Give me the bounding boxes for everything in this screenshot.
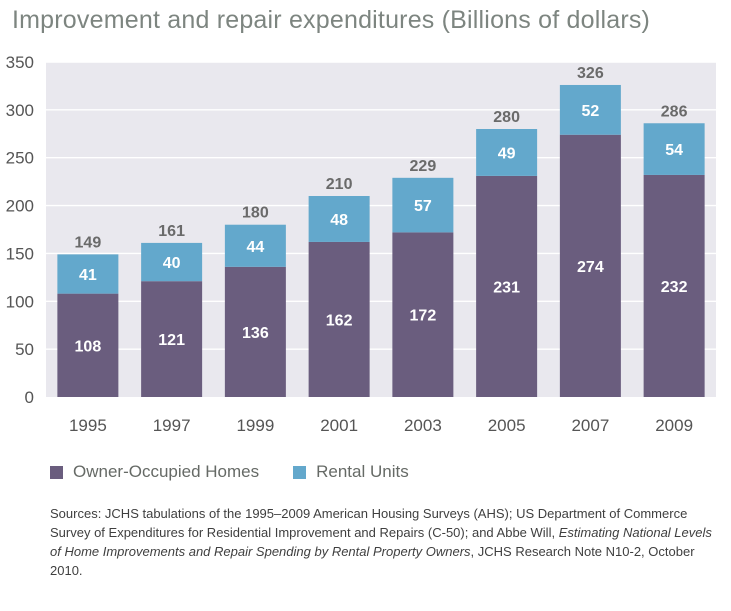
x-tick-label-2009: 2009 bbox=[655, 416, 693, 435]
sources-text-end: , JCHS Research Note N10-2, October 2010… bbox=[50, 544, 695, 578]
bar-rental-2001 bbox=[308, 196, 370, 242]
y-tick-label-200: 200 bbox=[6, 197, 34, 216]
legend: Owner-Occupied Homes Rental Units bbox=[50, 462, 443, 482]
bar-rental-2003 bbox=[392, 177, 454, 233]
bar-owner-2009 bbox=[643, 174, 705, 397]
x-axis: 1995 1997 1999 2001 2003 2005 2007 2009 bbox=[69, 416, 693, 435]
x-tick-label-1999: 1999 bbox=[236, 416, 274, 435]
x-tick-label-2003: 2003 bbox=[404, 416, 442, 435]
value-label-rental-2005: 49 bbox=[498, 145, 516, 162]
y-tick-label-0: 0 bbox=[25, 388, 34, 407]
value-label-owner-1997: 121 bbox=[158, 332, 185, 349]
value-label-rental-1999: 44 bbox=[246, 239, 264, 256]
sources-italic-title: Estimating National Levels of Home Impro… bbox=[50, 525, 712, 559]
bar-rental-1995 bbox=[57, 254, 119, 294]
bars: 108 41 149 121 40 161 136 44 180 162 48 210 172 57 229… bbox=[57, 65, 705, 397]
y-tick-label-350: 350 bbox=[6, 53, 34, 72]
x-tick-label-1997: 1997 bbox=[153, 416, 191, 435]
y-tick-label-150: 150 bbox=[6, 244, 34, 263]
y-tick-label-100: 100 bbox=[6, 292, 34, 311]
legend-swatch-owner bbox=[50, 465, 63, 479]
value-label-rental-2007: 52 bbox=[581, 103, 599, 120]
bar-rental-2009 bbox=[643, 123, 705, 175]
total-label-2007: 326 bbox=[577, 65, 604, 82]
bar-owner-1997 bbox=[141, 281, 203, 397]
bar-rental-2007 bbox=[559, 84, 621, 135]
value-label-rental-2003: 57 bbox=[414, 198, 432, 215]
x-tick-label-2001: 2001 bbox=[320, 416, 358, 435]
y-tick-label-250: 250 bbox=[6, 149, 34, 168]
value-label-rental-2009: 54 bbox=[665, 142, 683, 159]
sources-text: Sources: JCHS tabulations of the 1995–20… bbox=[50, 506, 688, 540]
sources-note: Sources: JCHS tabulations of the 1995–20… bbox=[50, 504, 715, 580]
total-label-2005: 280 bbox=[493, 109, 520, 126]
total-label-2003: 229 bbox=[410, 158, 437, 175]
total-label-1997: 161 bbox=[158, 223, 185, 240]
bar-owner-2005 bbox=[476, 175, 538, 397]
total-label-2001: 210 bbox=[326, 176, 353, 193]
value-label-owner-2009: 232 bbox=[661, 279, 688, 296]
value-label-rental-1995: 41 bbox=[79, 267, 97, 284]
total-label-1995: 149 bbox=[75, 234, 102, 251]
total-label-1999: 180 bbox=[242, 205, 269, 222]
legend-item-owner: Owner-Occupied Homes bbox=[50, 462, 259, 482]
y-tick-label-50: 50 bbox=[15, 340, 34, 359]
y-axis: 0 50 100 150 200 250 300 350 bbox=[6, 53, 34, 407]
x-tick-label-1995: 1995 bbox=[69, 416, 107, 435]
y-tick-label-300: 300 bbox=[6, 101, 34, 120]
legend-label-rental: Rental Units bbox=[316, 462, 409, 481]
bar-owner-1995 bbox=[57, 293, 119, 397]
bar-owner-2007 bbox=[559, 134, 621, 397]
value-label-owner-2007: 274 bbox=[577, 259, 604, 276]
chart-title: Improvement and repair expenditures (Bil… bbox=[12, 6, 651, 34]
bar-rental-1997 bbox=[141, 242, 203, 282]
x-tick-label-2005: 2005 bbox=[488, 416, 526, 435]
value-label-owner-1995: 108 bbox=[75, 338, 102, 355]
value-label-owner-2001: 162 bbox=[326, 312, 353, 329]
bar-owner-1999 bbox=[224, 266, 286, 397]
value-label-rental-2001: 48 bbox=[330, 212, 348, 229]
legend-label-owner: Owner-Occupied Homes bbox=[73, 462, 260, 481]
bar-rental-1999 bbox=[224, 224, 286, 267]
value-label-owner-2003: 172 bbox=[410, 308, 437, 325]
x-tick-label-2007: 2007 bbox=[571, 416, 609, 435]
value-label-owner-2005: 231 bbox=[493, 279, 520, 296]
value-label-owner-1999: 136 bbox=[242, 325, 269, 342]
total-label-2009: 286 bbox=[661, 103, 688, 120]
bar-owner-2003 bbox=[392, 232, 454, 397]
value-label-rental-1997: 40 bbox=[163, 255, 181, 272]
legend-item-rental: Rental Units bbox=[293, 462, 409, 482]
bar-rental-2005 bbox=[476, 129, 538, 176]
bar-owner-2001 bbox=[308, 241, 370, 397]
legend-swatch-rental bbox=[293, 465, 307, 479]
